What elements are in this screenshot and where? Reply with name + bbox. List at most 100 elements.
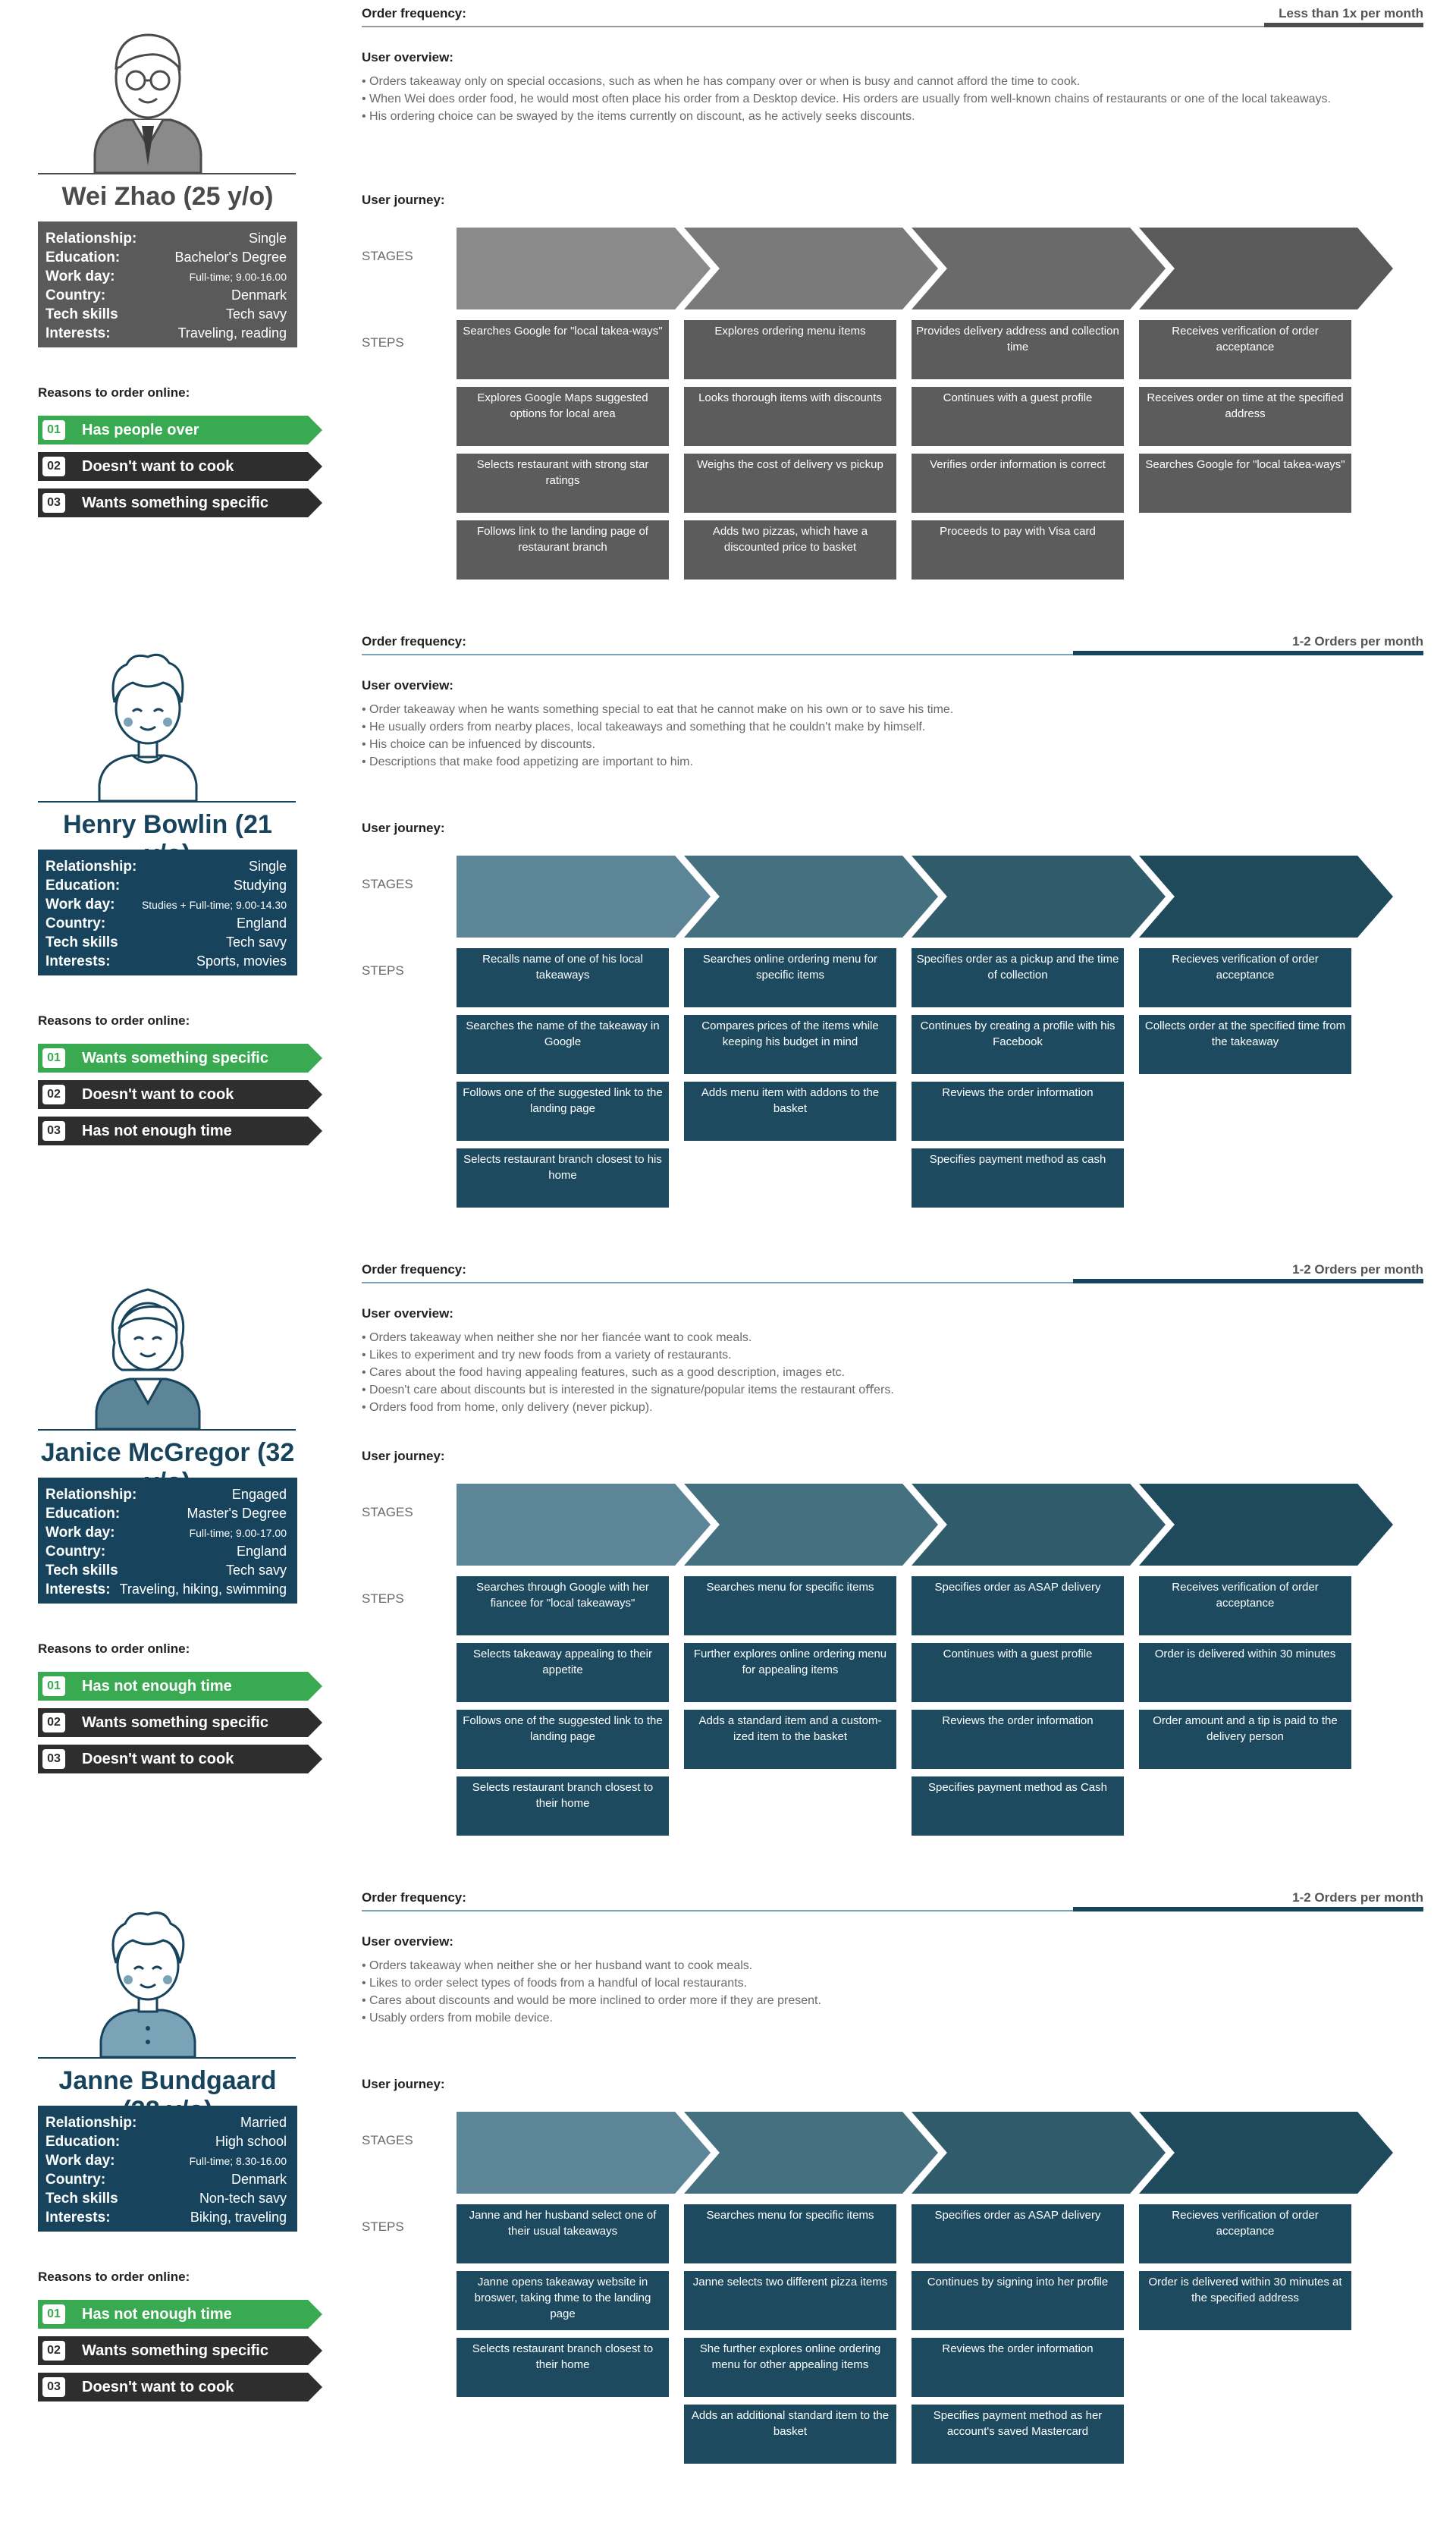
journey-step: Verifies order information is correct bbox=[912, 454, 1124, 513]
persona-card: Janice McGregor (32 y/o)Relationship:Eng… bbox=[38, 1256, 322, 1833]
info-key: Work day: bbox=[46, 2152, 115, 2169]
journey-step: Weighs the cost of delivery vs pickup bbox=[684, 454, 896, 513]
info-key: Education: bbox=[46, 2133, 121, 2150]
reason-bar bbox=[38, 1708, 322, 1737]
info-key: Country: bbox=[46, 1543, 106, 1560]
overview-item: • Order takeaway when he wants something… bbox=[362, 703, 954, 716]
stage-label: SERVICE bbox=[1190, 661, 1255, 677]
stage-label: CONSIDERATION bbox=[735, 661, 857, 677]
info-key: Country: bbox=[46, 2171, 106, 2188]
stage-arrow-acquisition bbox=[912, 228, 1166, 309]
info-key: Education: bbox=[46, 249, 121, 265]
steps-label: STEPS bbox=[362, 1591, 404, 1606]
info-row: Relationship: Single bbox=[46, 857, 287, 876]
stage-arrow-consideration bbox=[684, 228, 938, 309]
persona-info: Relationship: Engaged Education: Master's D… bbox=[38, 1478, 297, 1604]
frequency-level-bar bbox=[1264, 23, 1423, 27]
info-value: Denmark bbox=[231, 287, 287, 303]
reason-bar bbox=[38, 2300, 322, 2329]
stage-label: AWARENESS bbox=[507, 661, 601, 677]
user-overview-label: User overview: bbox=[362, 50, 453, 64]
reason-number: 02 bbox=[42, 2341, 65, 2361]
info-value: Sports, movies bbox=[196, 953, 287, 969]
info-value: Master's Degree bbox=[187, 1506, 287, 1521]
frequency-track bbox=[362, 654, 1423, 655]
reason-item: 02 Doesn't want to cook bbox=[38, 1080, 322, 1109]
frequency-level-bar bbox=[1073, 651, 1423, 655]
info-key: Country: bbox=[46, 915, 106, 931]
info-row: Tech skills Tech savy bbox=[46, 1561, 287, 1580]
reason-text: Wants something specific bbox=[82, 1049, 268, 1066]
info-value: Studies + Full-time; 9.00-14.30 bbox=[141, 898, 287, 911]
user-overview-list: • Order takeaway when he wants something… bbox=[362, 701, 1423, 771]
info-row: Work day: Full-time; 8.30-16.00 bbox=[46, 2151, 287, 2170]
journey-step: Searches online ordering menu for specif… bbox=[684, 948, 896, 1007]
journey-step: Order is delivered within 30 minutes at … bbox=[1139, 2271, 1351, 2330]
journey-step: Searches Google for "local takea-ways" bbox=[457, 320, 669, 379]
info-row: Interests: Biking, traveling bbox=[46, 2208, 287, 2227]
info-row: Work day: Full-time; 9.00-17.00 bbox=[46, 1523, 287, 1542]
info-key: Interests: bbox=[46, 953, 111, 969]
reason-number: 01 bbox=[42, 1048, 65, 1068]
journey-step: Searches menu for specific items bbox=[684, 2204, 896, 2263]
stage-arrow-service bbox=[1139, 856, 1393, 938]
info-value: Tech savy bbox=[225, 1563, 287, 1578]
persona-section: Wei Zhao (25 y/o) Relationship: Single Educ… bbox=[0, 0, 1456, 622]
name-divider bbox=[38, 2057, 296, 2059]
stage-arrow-awareness bbox=[457, 2112, 711, 2194]
journey-step: Recalls name of one of his local takeawa… bbox=[457, 948, 669, 1007]
journey-step: Specifies order as ASAP delivery bbox=[912, 1576, 1124, 1635]
reason-item: 03 Doesn't want to cook bbox=[38, 2373, 322, 2401]
user-overview-list: • Orders takeaway when neither she or he… bbox=[362, 1957, 1423, 2027]
reason-item: 01 Has not enough time bbox=[38, 1672, 322, 1701]
overview-item: • Orders takeaway when neither she nor h… bbox=[362, 1331, 752, 1344]
journey-step: Selects restaurant branch closest to the… bbox=[457, 2338, 669, 2397]
reasons-title: Reasons to order online: bbox=[38, 1013, 190, 1028]
info-row: Work day: Full-time; 9.00-16.00 bbox=[46, 267, 287, 286]
name-divider bbox=[38, 801, 296, 803]
reason-number: 02 bbox=[42, 1713, 65, 1732]
journey-step: Selects restaurant branch closest to his… bbox=[457, 1148, 669, 1208]
journey-step: Specifies order as ASAP delivery bbox=[912, 2204, 1124, 2263]
reason-item: 02 Wants something specific bbox=[38, 2336, 322, 2365]
order-frequency-value: Less than 1x per month bbox=[1279, 6, 1423, 20]
journey-step: Order amount and a tip is paid to the de… bbox=[1139, 1710, 1351, 1769]
persona-info: Relationship: Single Education: Studying Wor… bbox=[38, 850, 297, 975]
info-value: Full-time; 9.00-16.00 bbox=[189, 270, 287, 283]
journey-step: Specifies payment method as her account'… bbox=[912, 2405, 1124, 2464]
info-row: Tech skills Tech savy bbox=[46, 933, 287, 952]
persona-details: Order frequency: Less than 1x per month Us… bbox=[362, 0, 1423, 607]
stages-label: STAGES bbox=[362, 1505, 413, 1519]
name-divider bbox=[38, 173, 296, 174]
order-frequency-value: 1-2 Orders per month bbox=[1292, 1890, 1423, 1905]
info-row: Country: Denmark bbox=[46, 286, 287, 305]
info-key: Interests: bbox=[46, 2209, 111, 2226]
info-key: Tech skills bbox=[46, 2190, 118, 2207]
reason-number: 01 bbox=[42, 420, 65, 440]
reason-number: 01 bbox=[42, 1676, 65, 1696]
info-row: Country: Denmark bbox=[46, 2170, 287, 2189]
overview-item: • When Wei does order food, he would mos… bbox=[362, 93, 1331, 105]
persona-name: Wei Zhao (25 y/o) bbox=[61, 182, 274, 211]
user-journey-label: User journey: bbox=[362, 821, 445, 835]
persona-info: Relationship: Single Education: Bachelor's … bbox=[38, 221, 297, 347]
stage-label: SERVICE bbox=[1190, 1289, 1255, 1305]
order-frequency-label: Order frequency: bbox=[362, 1890, 466, 1905]
user-overview-label: User overview: bbox=[362, 678, 453, 693]
stage-label: ACQUISITION bbox=[962, 33, 1059, 49]
reason-bar bbox=[38, 452, 322, 481]
info-value: Full-time; 8.30-16.00 bbox=[189, 2154, 287, 2167]
journey-step: Looks thorough items with discounts bbox=[684, 387, 896, 446]
info-row: Tech skills Non-tech savy bbox=[46, 2189, 287, 2208]
reason-item: 01 Wants something specific bbox=[38, 1044, 322, 1073]
info-value: Studying bbox=[233, 878, 287, 893]
journey-step: Selects takeaway appealing to their appe… bbox=[457, 1643, 669, 1702]
reason-number: 02 bbox=[42, 457, 65, 476]
persona-details: Order frequency: 1-2 Orders per month User… bbox=[362, 1256, 1423, 1863]
info-row: Education: Studying bbox=[46, 876, 287, 895]
reason-bar bbox=[38, 2373, 322, 2401]
info-value: Traveling, reading bbox=[177, 325, 287, 341]
info-value: Non-tech savy bbox=[199, 2191, 287, 2206]
info-key: Work day: bbox=[46, 896, 115, 913]
journey-step: Receives order on time at the specified … bbox=[1139, 387, 1351, 446]
